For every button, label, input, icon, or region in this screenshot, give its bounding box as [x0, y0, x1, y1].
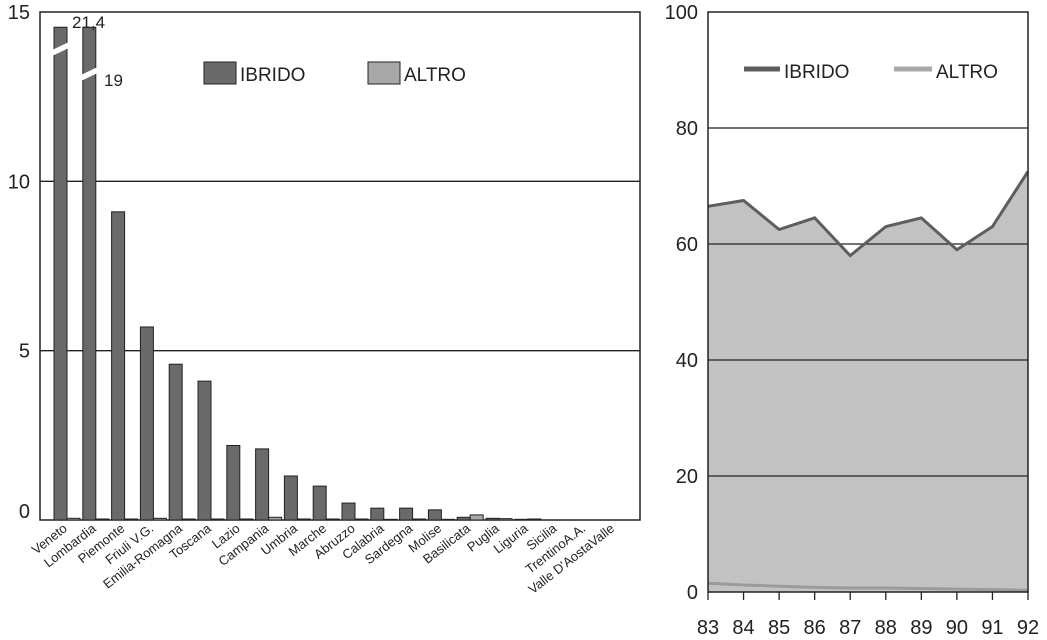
area-chart-x-ticks: 83 84 85 86 87 88 89 90 91 92 — [697, 592, 1039, 639]
bar-ibrido-5 — [197, 380, 212, 521]
area-y-tick-label: 100 — [665, 2, 698, 24]
bar-altro-14 — [469, 514, 484, 521]
bar-ibrido-8 — [283, 475, 298, 521]
bar-data-label-veneto: 21,4 — [72, 13, 105, 32]
area-chart-ibrido-fill — [708, 171, 1028, 592]
bar-y-tick-label: 15 — [8, 2, 30, 24]
bar-altro-4 — [181, 518, 196, 521]
bar-altro-11 — [383, 518, 398, 521]
area-x-tick-label: 92 — [1017, 617, 1039, 639]
bar-altro-15 — [498, 518, 513, 521]
legend-label-ibrido: IBRIDO — [240, 65, 305, 86]
area-x-tick-label: 89 — [910, 617, 932, 639]
area-x-tick-label: 83 — [697, 617, 719, 639]
bar-ibrido-4 — [168, 363, 183, 521]
bar-altro-8 — [296, 518, 311, 521]
area-chart-y-ticks: 0 20 40 60 80 100 — [665, 2, 698, 604]
bar-ibrido-0 — [53, 26, 68, 521]
bar-ibrido-10 — [341, 502, 356, 521]
bar-y-tick-label: 10 — [8, 171, 30, 193]
area-chart-ibrido-line — [707, 170, 1030, 258]
area-x-tick-label: 84 — [732, 617, 754, 639]
bar-ibrido-6 — [226, 444, 241, 521]
area-x-tick-label: 88 — [875, 617, 897, 639]
bar-ibrido-16 — [514, 518, 529, 521]
bar-chart-bars — [50, 26, 542, 521]
bar-altro-16 — [527, 518, 542, 521]
bar-altro-1 — [95, 518, 110, 521]
bar-ibrido-7 — [255, 448, 270, 521]
bar-ibrido-12 — [399, 507, 414, 521]
area-x-tick-label: 91 — [981, 617, 1003, 639]
legend-label-altro: ALTRO — [404, 65, 466, 86]
bar-altro-7 — [268, 516, 283, 521]
bar-altro-2 — [124, 518, 139, 521]
bar-ibrido-13 — [427, 509, 442, 521]
bar-y-tick-label: 0 — [19, 501, 30, 523]
bar-altro-6 — [239, 518, 254, 521]
bar-axis-break-mark — [78, 66, 100, 82]
bar-ibrido-11 — [370, 507, 385, 521]
bar-ibrido-9 — [312, 485, 327, 521]
bar-altro-9 — [325, 518, 340, 521]
bar-category-label: Liguria — [491, 520, 532, 556]
area-y-tick-label: 80 — [676, 118, 698, 140]
bar-axis-break-mark — [50, 41, 71, 57]
bar-altro-13 — [440, 518, 455, 521]
bar-y-tick-label: 5 — [19, 341, 30, 363]
bar-altro-12 — [412, 518, 427, 521]
area-y-tick-label: 40 — [676, 350, 698, 372]
area-x-tick-label: 87 — [839, 617, 861, 639]
area-x-tick-label: 86 — [804, 617, 826, 639]
bar-ibrido-3 — [139, 326, 154, 521]
area-chart: 0 20 40 60 80 100 83 84 85 86 87 88 89 90 91 92 IBRIDO… — [665, 2, 1040, 639]
bar-chart-legend: IBRIDO ALTRO — [203, 61, 466, 86]
legend-label-altro-area: ALTRO — [936, 62, 998, 83]
bar-altro-5 — [210, 518, 225, 521]
area-chart-gridlines — [708, 127, 1028, 477]
area-y-tick-label: 0 — [687, 582, 698, 604]
bar-altro-0 — [66, 517, 81, 521]
area-chart-altro-line — [707, 581, 1029, 592]
area-y-tick-label: 60 — [676, 234, 698, 256]
bar-altro-10 — [354, 518, 369, 521]
bar-chart-plot-frame — [39, 11, 641, 521]
bar-chart-gridlines — [40, 180, 640, 352]
area-x-tick-label: 90 — [946, 617, 968, 639]
bar-ibrido-2 — [111, 211, 126, 521]
bar-ibrido-15 — [485, 517, 500, 521]
area-chart-plot-frame — [707, 11, 1029, 593]
legend-label-ibrido-area: IBRIDO — [784, 62, 849, 83]
bar-ibrido-1 — [82, 26, 97, 521]
area-chart-legend: IBRIDO ALTRO — [744, 62, 998, 83]
bar-chart-y-ticks: 0 5 10 15 — [8, 2, 30, 523]
bar-altro-3 — [152, 517, 167, 521]
legend-swatch-altro — [367, 61, 401, 85]
bar-ibrido-14 — [456, 516, 471, 521]
bar-data-label-lombardia: 19 — [104, 71, 123, 90]
area-y-tick-label: 20 — [676, 466, 698, 488]
bar-chart-data-labels: 21,4 19 — [72, 13, 123, 90]
legend-swatch-ibrido — [203, 61, 237, 85]
area-x-tick-label: 85 — [768, 617, 790, 639]
